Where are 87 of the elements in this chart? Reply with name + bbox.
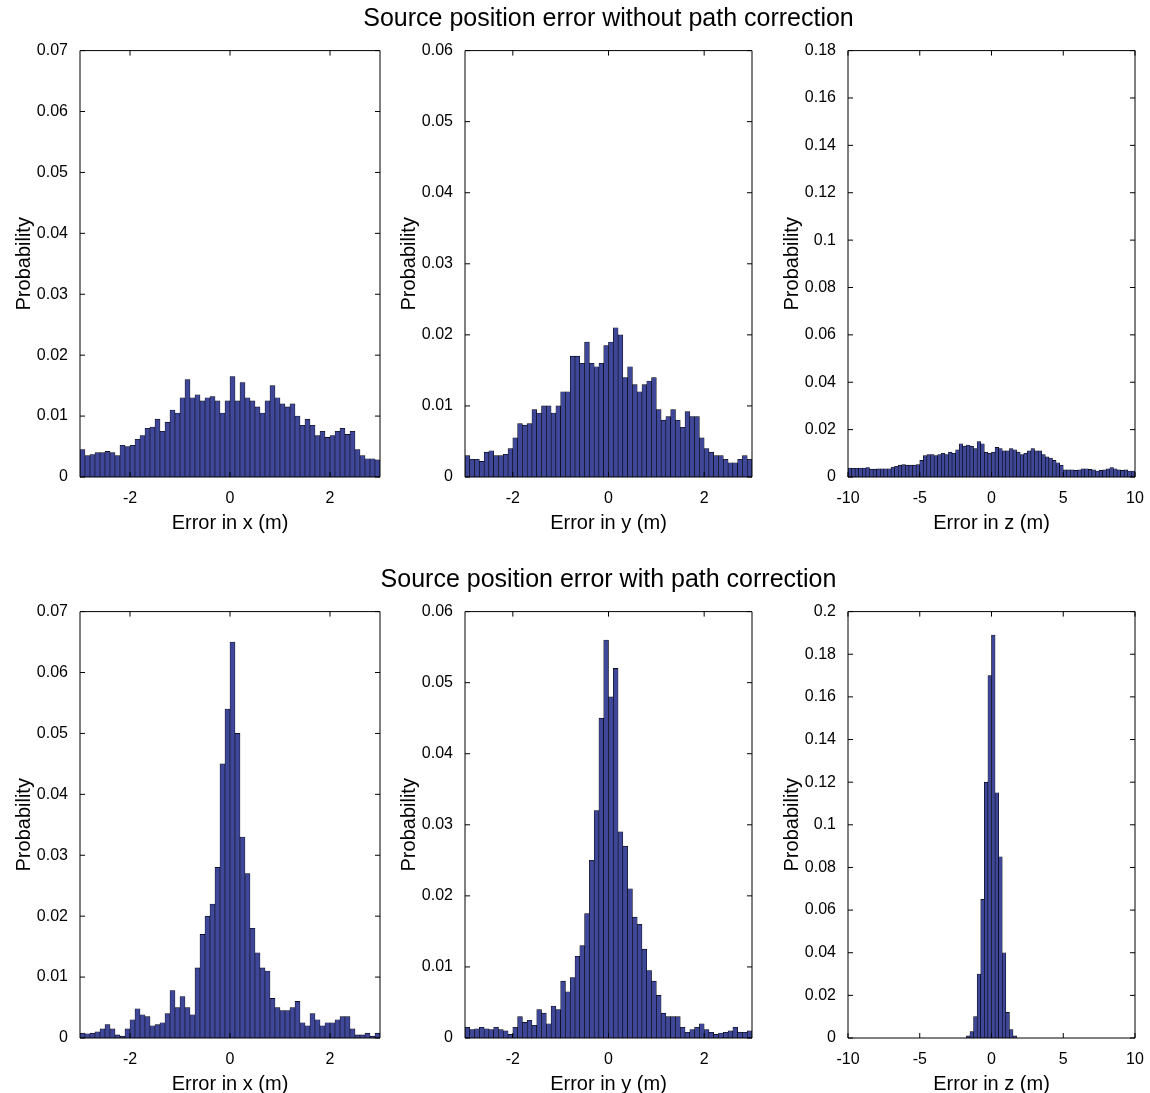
y-tick-label: 0.08 (804, 277, 837, 295)
y-tick-label: 0.03 (421, 815, 454, 833)
x-tick-label: 0 (604, 1050, 614, 1068)
x-tick-label: 10 (1126, 489, 1144, 507)
y-tick-label: 0.1 (813, 815, 837, 833)
y-tick-label: 0 (444, 1028, 454, 1046)
x-tick-label: -5 (912, 489, 927, 507)
x-axis-title: Error in x (m) (171, 1071, 289, 1093)
x-tick-label: 5 (1058, 489, 1068, 507)
y-tick-label: 0.16 (804, 687, 837, 705)
y-tick-label: 0.04 (36, 784, 69, 802)
y-tick-label: 0.06 (804, 900, 837, 918)
y-tick-label: 0.14 (804, 729, 837, 747)
y-tick-label: 0.12 (804, 772, 837, 790)
x-tick-label: 10 (1126, 1050, 1144, 1068)
y-tick-label: 0.02 (421, 886, 454, 904)
y-tick-label: 0.16 (804, 88, 837, 106)
y-tick-label: 0.07 (36, 602, 69, 620)
y-tick-label: 0.04 (421, 183, 454, 201)
x-tick-label: -10 (836, 489, 860, 507)
y-tick-label: 0.01 (36, 406, 69, 424)
y-tick-label: 0.06 (421, 41, 454, 59)
y-tick-label: 0 (59, 467, 69, 485)
y-tick-label: 0.07 (36, 41, 69, 59)
x-tick-label: 0 (225, 489, 235, 507)
y-tick-label: 0.06 (421, 602, 454, 620)
x-tick-label: 5 (1058, 1050, 1068, 1068)
x-tick-label: 2 (325, 1050, 335, 1068)
x-axis-title: Error in x (m) (171, 510, 289, 533)
y-tick-label: 0.03 (36, 845, 69, 863)
y-tick-label: 0.04 (804, 943, 837, 961)
y-tick-label: 0.12 (804, 183, 837, 201)
x-tick-label: 0 (987, 1050, 997, 1068)
y-axis-title: Probability (11, 217, 34, 311)
y-tick-label: 0.03 (421, 254, 454, 272)
y-tick-label: 0 (827, 467, 837, 485)
y-tick-label: 0.2 (813, 602, 837, 620)
y-tick-label: 0.03 (36, 284, 69, 302)
x-tick-label: -2 (505, 489, 521, 507)
y-tick-label: 0.02 (804, 985, 837, 1003)
y-tick-label: 0.02 (36, 906, 69, 924)
x-tick-label: 2 (699, 1050, 709, 1068)
x-tick-label: 0 (987, 489, 997, 507)
y-tick-label: 0.18 (804, 644, 837, 662)
x-axis-title: Error in z (m) (933, 1071, 1050, 1093)
y-tick-label: 0.05 (36, 723, 69, 741)
y-tick-label: 0.05 (421, 673, 454, 691)
y-tick-label: 0 (827, 1028, 837, 1046)
y-axis-title: Probability (779, 778, 802, 872)
y-tick-label: 0.06 (804, 325, 837, 343)
chart-title: Source position error with path correction (380, 564, 837, 593)
y-tick-label: 0.06 (36, 101, 69, 119)
y-tick-label: 0 (444, 467, 454, 485)
y-tick-label: 0.04 (804, 372, 837, 390)
y-tick-label: 0.04 (36, 223, 69, 241)
y-tick-label: 0.18 (804, 41, 837, 59)
y-tick-label: 0.01 (36, 967, 69, 985)
y-tick-label: 0.01 (421, 396, 454, 414)
chart-title: Source position error without path correction (363, 3, 854, 32)
y-axis-title: Probability (11, 778, 34, 872)
x-tick-label: -10 (836, 1050, 860, 1068)
y-tick-label: 0.02 (36, 345, 69, 363)
y-tick-label: 0.14 (804, 135, 837, 153)
y-axis-title: Probability (779, 217, 802, 311)
y-tick-label: 0.08 (804, 857, 837, 875)
y-tick-label: 0.02 (421, 325, 454, 343)
x-axis-title: Error in y (m) (550, 510, 667, 533)
y-axis-title: Probability (396, 778, 419, 872)
x-axis-title: Error in z (m) (933, 510, 1050, 533)
x-tick-label: -2 (122, 489, 138, 507)
y-tick-label: 0.06 (36, 662, 69, 680)
y-tick-label: 0.02 (804, 420, 837, 438)
y-tick-label: 0.1 (813, 230, 837, 248)
y-tick-label: 0.04 (421, 744, 454, 762)
x-tick-label: -2 (122, 1050, 138, 1068)
y-axis-title: Probability (396, 217, 419, 311)
y-tick-label: 0.05 (36, 162, 69, 180)
y-tick-label: 0 (59, 1028, 69, 1046)
x-tick-label: 2 (325, 489, 335, 507)
x-tick-label: -2 (505, 1050, 521, 1068)
x-tick-label: 2 (699, 489, 709, 507)
x-tick-label: 0 (604, 489, 614, 507)
x-axis-title: Error in y (m) (550, 1071, 667, 1093)
y-tick-label: 0.01 (421, 957, 454, 975)
y-tick-label: 0.05 (421, 112, 454, 130)
x-tick-label: -5 (912, 1050, 927, 1068)
x-tick-label: 0 (225, 1050, 235, 1068)
